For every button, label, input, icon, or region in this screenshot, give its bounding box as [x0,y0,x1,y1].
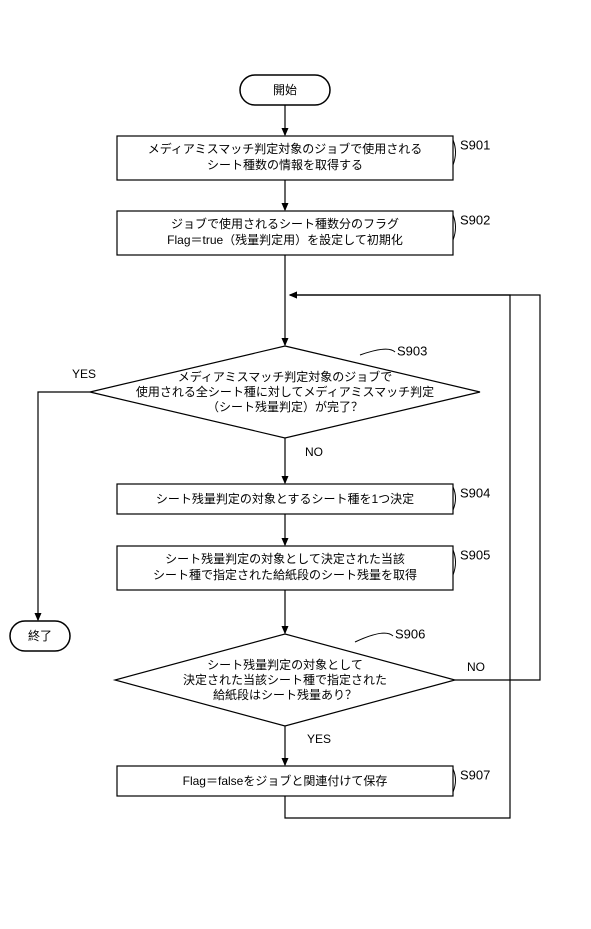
process-s902: ジョブで使用されるシート種数分のフラグ Flag＝true（残量判定用）を設定し… [117,211,490,255]
process-s904: シート残量判定の対象とするシート種を1つ決定 S904 [117,484,490,514]
process-s907-label: S907 [460,767,490,782]
process-s904-label: S904 [460,485,490,500]
flowchart: 開始 メディアミスマッチ判定対象のジョブで使用される シート種数の情報を取得する… [0,0,591,929]
decision-s906-line3: 給紙段はシート残量あり？ [213,687,357,702]
decision-s903-label: S903 [397,343,427,358]
process-s905-label: S905 [460,547,490,562]
edge-s906-yes-label: YES [307,732,331,746]
terminal-start: 開始 [240,75,330,105]
process-s902-label: S902 [460,212,490,227]
decision-s903: メディアミスマッチ判定対象のジョブで 使用される全シート種に対してメディアミスマ… [90,343,480,438]
process-s907-line1: Flag＝falseをジョブと関連付けて保存 [183,773,388,788]
process-s905-line2: シート種で指定された給紙段のシート残量を取得 [153,567,417,582]
process-s902-line1: ジョブで使用されるシート種数分のフラグ [171,216,399,231]
process-s905-line1: シート残量判定の対象として決定された当該 [165,551,405,566]
process-s904-line1: シート残量判定の対象とするシート種を1つ決定 [156,491,414,506]
edge-s906-no-label: NO [467,660,485,674]
decision-s903-line2: 使用される全シート種に対してメディアミスマッチ判定 [136,384,434,399]
decision-s906-label: S906 [395,626,425,641]
label-lead [355,633,393,642]
terminal-end-label: 終了 [28,628,52,643]
terminal-start-label: 開始 [273,83,297,97]
process-s901-label: S901 [460,137,490,152]
edge-s903-no-label: NO [305,445,323,459]
decision-s903-line3: （シート残量判定）が完了？ [207,399,363,414]
decision-s906-line1: シート残量判定の対象として [207,657,363,672]
label-lead [360,349,395,355]
edge-s903-yes: YES [38,367,96,620]
decision-s906-line2: 決定された当該シート種で指定された [183,672,387,687]
process-s901: メディアミスマッチ判定対象のジョブで使用される シート種数の情報を取得する S9… [117,136,490,180]
process-s901-line2: シート種数の情報を取得する [207,157,363,172]
process-s902-line2: Flag＝true（残量判定用）を設定して初期化 [167,232,403,247]
process-s907: Flag＝falseをジョブと関連付けて保存 S907 [117,766,490,796]
decision-s903-line1: メディアミスマッチ判定対象のジョブで [178,369,393,384]
edge-s903-yes-label: YES [72,367,96,381]
decision-s906: シート残量判定の対象として 決定された当該シート種で指定された 給紙段はシート残… [115,626,455,726]
process-s905: シート残量判定の対象として決定された当該 シート種で指定された給紙段のシート残量… [117,546,490,590]
process-s901-line1: メディアミスマッチ判定対象のジョブで使用される [148,141,423,156]
terminal-end: 終了 [10,621,70,651]
